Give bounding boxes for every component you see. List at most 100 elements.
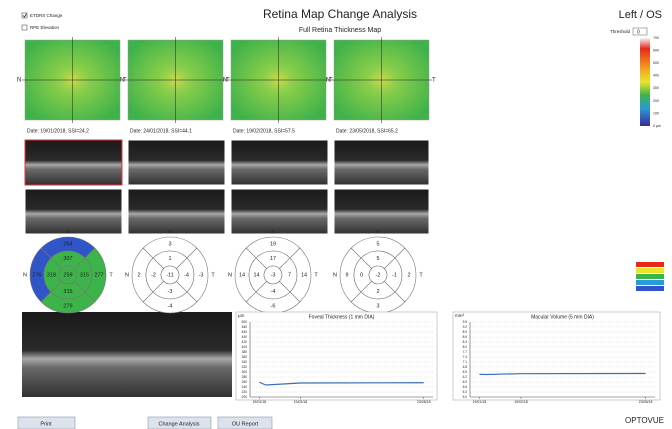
y-tick-label: 5.6	[463, 385, 468, 389]
eye-label: Left / OS	[619, 9, 662, 21]
y-tick-label: 360	[242, 355, 248, 359]
option-label: ETDRS Change	[30, 13, 63, 18]
etdrs-value: 1	[168, 256, 171, 262]
etdrs-value: -3	[168, 289, 173, 295]
etdrs-label: N	[125, 272, 129, 278]
etdrs-value: 17	[270, 256, 276, 262]
etdrs-value: -11	[166, 272, 174, 278]
y-tick-label: 5.3	[463, 390, 468, 394]
y-tick-label: 480	[242, 325, 248, 329]
scale-label: 500	[653, 61, 659, 65]
y-tick-label: 240	[242, 385, 248, 389]
etdrs-value: 315	[63, 289, 72, 295]
etdrs-value: 14	[301, 272, 307, 278]
etdrs-value: 259	[63, 272, 72, 278]
scale-label: 200	[653, 99, 659, 103]
etdrs-label: S	[271, 229, 275, 235]
y-tick-label: 280	[242, 375, 248, 379]
map-label: N	[326, 78, 330, 84]
y-tick-label: 7.1	[463, 360, 468, 364]
y-axis-label: mm³	[455, 313, 464, 318]
etdrs-value: 19	[270, 241, 276, 247]
etdrs-value: 5	[376, 241, 379, 247]
visit-date: Date: 23/05/2018, SSI=65.2	[336, 128, 398, 134]
scale-label: 600	[653, 48, 659, 52]
etdrs-value: 14	[239, 272, 245, 278]
y-tick-label: 6.8	[463, 365, 468, 369]
y-tick-label: 500	[242, 320, 248, 324]
visit-date: Date: 19/02/2018, SSI=57.5	[233, 128, 295, 134]
y-tick-label: 9.2	[463, 325, 468, 329]
checkbox[interactable]	[22, 25, 27, 30]
chart-title: Macular Volume (5 mm DIA)	[531, 314, 594, 320]
y-tick-label: 8.3	[463, 340, 468, 344]
y-tick-label: 6.2	[463, 375, 468, 379]
subtitle: Full Retina Thickness Map	[299, 27, 381, 34]
etdrs-value: 264	[63, 241, 72, 247]
y-tick-label: 260	[242, 380, 248, 384]
threshold-label: Threshold	[610, 29, 631, 34]
oct-scan	[334, 140, 429, 185]
y-tick-label: 8.0	[463, 345, 468, 349]
y-tick-label: 7.4	[463, 355, 468, 359]
etdrs-value: 2	[376, 289, 379, 295]
oct-scan	[22, 312, 232, 397]
oct-scan	[231, 189, 328, 234]
y-tick-label: 300	[242, 370, 248, 374]
visit-date: Date: 19/01/2018, SSI=24.2	[27, 128, 89, 134]
etdrs-value: 3	[376, 303, 379, 309]
threshold-input[interactable]	[633, 28, 647, 35]
y-tick-label: 5.9	[463, 380, 468, 384]
y-tick-label: 9.5	[463, 320, 468, 324]
etdrs-value: 14	[253, 272, 259, 278]
x-tick-label: 19/01/18	[473, 400, 487, 404]
y-tick-label: 460	[242, 330, 248, 334]
oct-scan	[25, 140, 122, 185]
etdrs-label: N	[333, 272, 337, 278]
y-tick-label: 8.6	[463, 335, 468, 339]
etdrs-value: 2	[137, 272, 140, 278]
y-tick-label: 340	[242, 360, 248, 364]
normative-legend	[636, 262, 664, 291]
visit-date: Date: 24/01/2018, SSI=44.1	[130, 128, 192, 134]
y-tick-label: 6.5	[463, 370, 468, 374]
map-label: N	[17, 78, 21, 84]
button-label: Change Analysis	[159, 421, 200, 427]
etdrs-value: -4	[271, 289, 276, 295]
y-tick-label: 320	[242, 365, 248, 369]
button-label: OU Report	[232, 421, 259, 427]
scale-label: 100	[653, 111, 659, 115]
x-tick-label: 19/02/18	[294, 400, 308, 404]
map-label: N	[223, 78, 227, 84]
etdrs-value: -4	[184, 272, 189, 278]
etdrs-label: N	[228, 272, 232, 278]
etdrs-value: 5	[376, 256, 379, 262]
etdrs-value: 3	[168, 241, 171, 247]
oct-scan	[128, 189, 225, 234]
title: Retina Map Change Analysis	[263, 7, 417, 21]
oct-scan	[25, 189, 122, 234]
y-tick-label: 440	[242, 335, 248, 339]
etdrs-value: -4	[168, 303, 173, 309]
x-tick-label: 23/05/18	[639, 400, 653, 404]
etdrs-value: 7	[288, 272, 291, 278]
chart-title: Foveal Thickness (1 mm DIA)	[309, 314, 375, 320]
oct-scan	[128, 140, 225, 185]
logo: OPTOVUE	[625, 416, 664, 425]
y-tick-label: 5.0	[463, 395, 468, 399]
button-label: Print	[40, 421, 52, 427]
scale-label: 0 µm	[653, 124, 661, 128]
etdrs-value: 2	[407, 272, 410, 278]
etdrs-value: 276	[32, 272, 41, 278]
etdrs-value: 307	[63, 256, 72, 262]
etdrs-value: 9	[345, 272, 348, 278]
oct-scan	[231, 140, 328, 185]
x-tick-label: 23/05/18	[417, 400, 431, 404]
etdrs-label: S	[168, 229, 172, 235]
etdrs-label: N	[23, 272, 27, 278]
oct-scan	[334, 189, 429, 234]
etdrs-value: 318	[47, 272, 56, 278]
x-tick-label: 19/01/18	[252, 400, 266, 404]
map-label: N	[120, 78, 124, 84]
etdrs-value: 315	[80, 272, 89, 278]
